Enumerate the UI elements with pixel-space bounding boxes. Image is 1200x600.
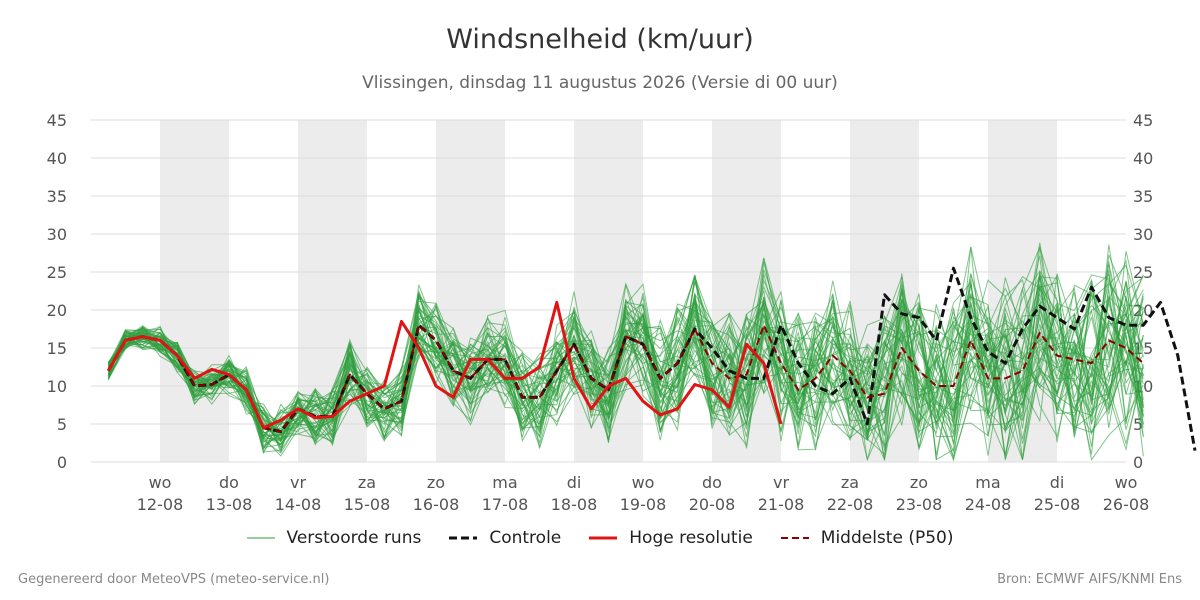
y-tick-label-right: 0 bbox=[1133, 453, 1143, 472]
legend-item-control: Controle bbox=[449, 528, 561, 548]
y-tick-label-right: 25 bbox=[1133, 263, 1153, 282]
legend-swatch-median bbox=[780, 537, 809, 539]
x-tick-date-label: 20-08 bbox=[689, 495, 736, 514]
legend-item-ensemble: Verstoorde runs bbox=[246, 528, 422, 548]
legend-item-median: Middelste (P50) bbox=[780, 528, 954, 548]
legend-swatch-control bbox=[449, 536, 478, 540]
y-tick-label-left: 25 bbox=[47, 263, 67, 282]
x-tick-day-label: wo bbox=[149, 473, 172, 492]
footer-generator: Gegenereerd door MeteoVPS (meteo-service… bbox=[18, 572, 330, 587]
x-tick-day-label: za bbox=[841, 473, 859, 492]
high-res-line bbox=[106, 300, 783, 430]
y-tick-label-left: 45 bbox=[47, 111, 67, 130]
legend-label-ensemble: Verstoorde runs bbox=[286, 528, 422, 548]
shaded-day-band bbox=[436, 120, 505, 462]
ensemble-member-line bbox=[107, 293, 1144, 460]
x-tick-day-label: do bbox=[702, 473, 722, 492]
x-tick-date-label: 21-08 bbox=[758, 495, 805, 514]
x-tick-day-label: wo bbox=[1115, 473, 1138, 492]
x-tick-date-label: 18-08 bbox=[551, 495, 598, 514]
ensemble-member-line bbox=[107, 275, 1144, 451]
x-tick-day-label: wo bbox=[632, 473, 655, 492]
x-tick-day-label: di bbox=[567, 473, 582, 492]
x-tick-date-label: 13-08 bbox=[206, 495, 253, 514]
y-tick-label-left: 35 bbox=[47, 187, 67, 206]
y-tick-label-left: 20 bbox=[47, 301, 67, 320]
x-tick-date-label: 17-08 bbox=[482, 495, 529, 514]
ensemble-member-line bbox=[107, 269, 1144, 451]
footer-source: Bron: ECMWF AIFS/KNMI Ens bbox=[997, 572, 1182, 587]
x-tick-day-label: zo bbox=[910, 473, 928, 492]
y-tick-label-right: 45 bbox=[1133, 111, 1153, 130]
ensemble-member-line bbox=[107, 284, 1144, 460]
legend-label-control: Controle bbox=[489, 528, 562, 548]
x-tick-day-label: di bbox=[1050, 473, 1065, 492]
x-tick-day-label: vr bbox=[290, 473, 306, 492]
x-tick-date-label: 16-08 bbox=[413, 495, 460, 514]
control-line bbox=[106, 266, 1197, 451]
chart-subtitle: Vlissingen, dinsdag 11 augustus 2026 (Ve… bbox=[362, 73, 838, 93]
y-tick-label-right: 30 bbox=[1133, 225, 1153, 244]
ensemble-member-line bbox=[107, 281, 1144, 454]
x-tick-day-label: ma bbox=[975, 473, 1000, 492]
x-tick-date-label: 23-08 bbox=[896, 495, 943, 514]
x-tick-date-label: 12-08 bbox=[137, 495, 184, 514]
x-tick-day-label: vr bbox=[773, 473, 789, 492]
x-tick-date-label: 15-08 bbox=[344, 495, 391, 514]
chart-legend: Verstoorde runs Controle Hoge resolutie … bbox=[0, 528, 1200, 548]
median-line bbox=[107, 324, 1144, 433]
ensemble-member-line bbox=[107, 293, 1144, 457]
y-tick-label-right: 35 bbox=[1133, 187, 1153, 206]
legend-item-high-res: Hoge resolutie bbox=[589, 528, 753, 548]
y-tick-label-right: 5 bbox=[1133, 415, 1143, 434]
ensemble-member-line bbox=[107, 274, 1144, 449]
y-tick-label-left: 10 bbox=[47, 377, 67, 396]
x-tick-date-label: 24-08 bbox=[965, 495, 1012, 514]
x-tick-date-label: 25-08 bbox=[1034, 495, 1081, 514]
x-tick-date-label: 19-08 bbox=[620, 495, 667, 514]
x-tick-date-label: 26-08 bbox=[1103, 495, 1150, 514]
legend-swatch-high-res bbox=[589, 536, 618, 540]
x-tick-date-label: 14-08 bbox=[275, 495, 322, 514]
x-tick-day-label: ma bbox=[492, 473, 517, 492]
ensemble-member-line bbox=[107, 274, 1144, 462]
legend-label-median: Middelste (P50) bbox=[820, 528, 954, 548]
ensemble-member-line bbox=[107, 273, 1144, 457]
x-tick-day-label: zo bbox=[427, 473, 445, 492]
y-tick-label-right: 40 bbox=[1133, 149, 1153, 168]
x-tick-date-label: 22-08 bbox=[827, 495, 874, 514]
y-tick-label-left: 0 bbox=[57, 453, 67, 472]
y-tick-label-left: 40 bbox=[47, 149, 67, 168]
y-tick-label-left: 30 bbox=[47, 225, 67, 244]
ensemble-member-line bbox=[107, 282, 1144, 461]
x-tick-day-label: do bbox=[219, 473, 239, 492]
y-tick-label-left: 5 bbox=[57, 415, 67, 434]
y-tick-label-left: 15 bbox=[47, 339, 67, 358]
x-tick-day-label: za bbox=[358, 473, 376, 492]
chart-title: Windsnelheid (km/uur) bbox=[446, 24, 754, 55]
shaded-day-band bbox=[160, 120, 229, 462]
legend-swatch-ensemble bbox=[246, 537, 275, 539]
legend-label-high-res: Hoge resolutie bbox=[629, 528, 753, 548]
